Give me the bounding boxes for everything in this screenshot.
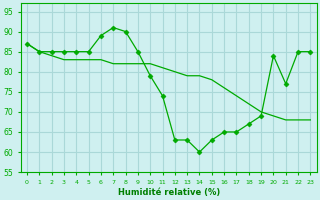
X-axis label: Humidité relative (%): Humidité relative (%) <box>117 188 220 197</box>
